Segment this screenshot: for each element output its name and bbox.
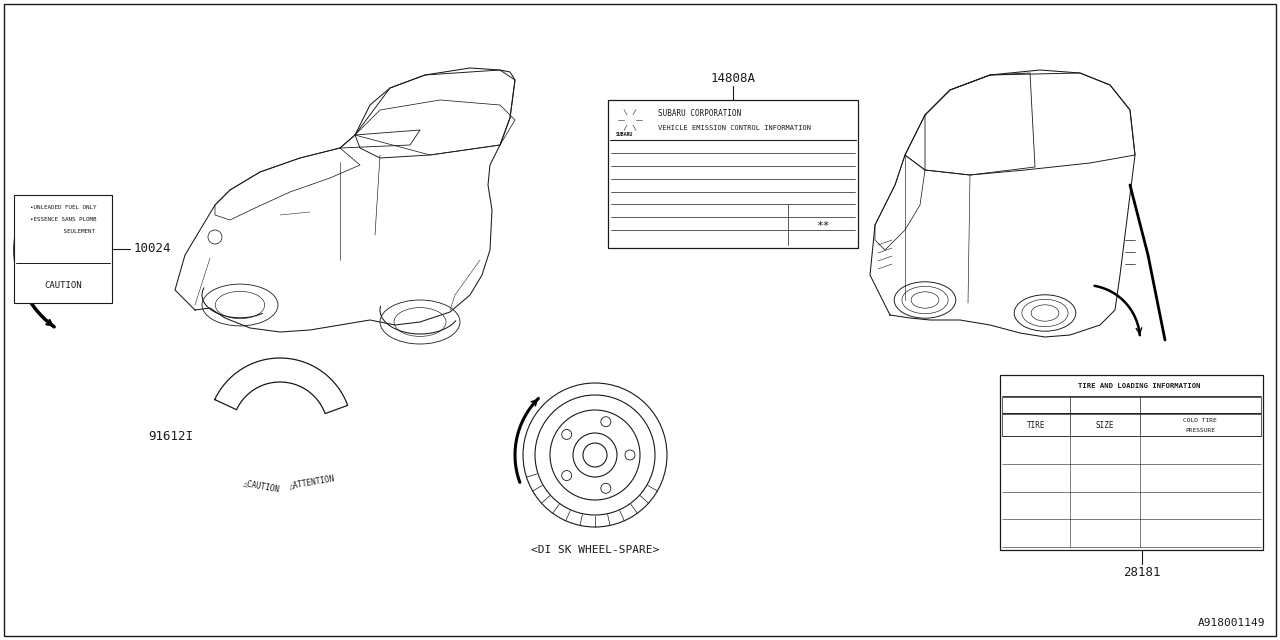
- FancyBboxPatch shape: [1001, 376, 1262, 396]
- Text: A918001149: A918001149: [1198, 618, 1265, 628]
- FancyBboxPatch shape: [1002, 414, 1261, 436]
- Text: PRESSURE: PRESSURE: [1185, 428, 1215, 433]
- FancyBboxPatch shape: [608, 100, 858, 248]
- Text: TIRE: TIRE: [1027, 420, 1046, 429]
- FancyBboxPatch shape: [14, 195, 113, 303]
- Text: <DI SK WHEEL-SPARE>: <DI SK WHEEL-SPARE>: [531, 545, 659, 555]
- Text: SEULEMENT: SEULEMENT: [32, 229, 95, 234]
- Text: COLD TIRE: COLD TIRE: [1183, 419, 1217, 424]
- Text: CAUTION: CAUTION: [45, 280, 82, 289]
- Text: △CAUTION: △CAUTION: [243, 478, 282, 493]
- Text: VEHICLE EMISSION CONTROL INFORMATION: VEHICLE EMISSION CONTROL INFORMATION: [658, 125, 812, 131]
- Text: •ESSENCE SANS PLOMB: •ESSENCE SANS PLOMB: [29, 217, 96, 222]
- Text: **: **: [817, 221, 829, 231]
- Text: TIRE AND LOADING INFORMATION: TIRE AND LOADING INFORMATION: [1078, 383, 1201, 389]
- Text: SUBARU CORPORATION: SUBARU CORPORATION: [658, 109, 741, 118]
- FancyBboxPatch shape: [1000, 375, 1263, 550]
- Text: △ATTENTION: △ATTENTION: [288, 474, 335, 490]
- Text: SUBARU: SUBARU: [616, 132, 634, 137]
- FancyBboxPatch shape: [1002, 397, 1261, 413]
- Text: SIZE: SIZE: [1096, 420, 1115, 429]
- Text: 91612I: 91612I: [148, 431, 193, 444]
- Text: 10024: 10024: [134, 243, 172, 255]
- Text: •UNLEADED FUEL ONLY: •UNLEADED FUEL ONLY: [29, 205, 96, 210]
- Circle shape: [1004, 377, 1021, 395]
- Text: 28181: 28181: [1123, 566, 1160, 579]
- Text: 14808A: 14808A: [710, 72, 755, 84]
